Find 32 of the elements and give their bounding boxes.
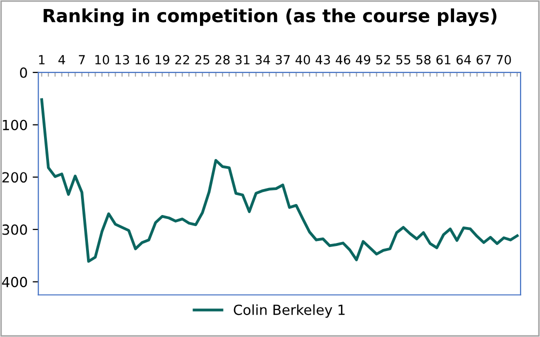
legend-label: Colin Berkeley 1 (234, 304, 345, 318)
line-series (40, 98, 519, 263)
x-tick-label: 16 (136, 55, 150, 64)
x-tick-label: 37 (276, 55, 290, 64)
x-tick-label: 4 (58, 55, 66, 64)
x-tick-label: 61 (436, 55, 450, 64)
x-tick-label: 31 (236, 55, 250, 64)
x-tick-label: 34 (256, 55, 270, 64)
x-tick-label: 22 (175, 55, 190, 64)
y-tick-label: 300 (2, 224, 27, 235)
chart-title: Ranking in competition (as the course plays) (44, 8, 496, 26)
x-tick-label: 19 (156, 55, 170, 64)
y-tick-label: 100 (2, 120, 27, 130)
x-tick-label: 43 (316, 55, 330, 64)
y-tick-label: 200 (2, 172, 27, 183)
x-tick-label: 1 (39, 55, 45, 64)
x-tick-label: 70 (496, 55, 511, 64)
x-tick-label: 40 (296, 55, 310, 64)
x-tick-label: 7 (78, 55, 85, 64)
x-tick-label: 46 (336, 55, 350, 64)
x-tick-label: 49 (356, 55, 370, 64)
x-tick-label: 64 (456, 55, 471, 64)
x-tick-label: 52 (376, 55, 390, 64)
x-tick-label: 25 (195, 55, 210, 64)
y-tick-label: 400 (2, 276, 27, 288)
y-tick-label: 0 (20, 67, 27, 78)
x-tick-label: 55 (396, 55, 410, 64)
x-tick-label: 10 (95, 55, 110, 64)
x-tick-label: 58 (416, 55, 431, 64)
x-tick-label: 67 (476, 55, 491, 64)
x-tick-label: 28 (215, 55, 230, 64)
x-tick-label: 13 (115, 55, 130, 64)
